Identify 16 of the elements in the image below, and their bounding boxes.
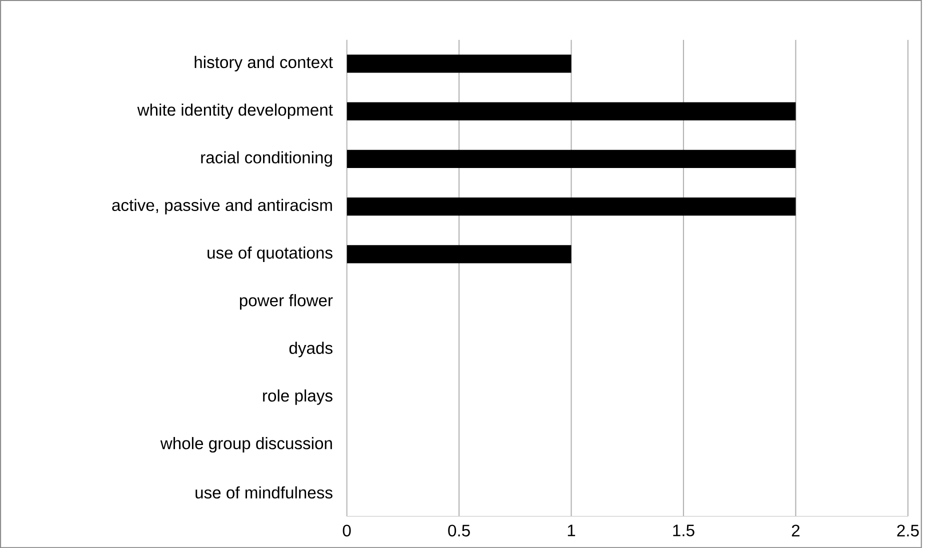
y-tick-label: dyads	[289, 342, 332, 358]
x-tick-label: 1	[568, 524, 576, 536]
y-tick-label: role plays	[263, 389, 332, 405]
x-tick-label: 2	[792, 524, 800, 536]
x-tick-label: 0.5	[448, 524, 470, 536]
y-tick-label: active, passive and antiracism	[112, 198, 332, 214]
y-tick-label: whole group discussion	[160, 436, 332, 452]
y-tick-label: use of quotations	[208, 246, 332, 262]
x-tick-label: 2.5	[897, 524, 919, 536]
y-tick-label: use of mindfulness	[196, 486, 332, 498]
x-tick-label: 0	[342, 524, 351, 536]
y-tick-label: racial conditioning	[201, 151, 332, 167]
x-tick-label: 1.5	[673, 524, 694, 536]
y-tick-label: history and context	[194, 56, 333, 72]
y-tick-label: power flower	[240, 294, 333, 310]
y-tick-label: white identity development	[137, 104, 333, 119]
